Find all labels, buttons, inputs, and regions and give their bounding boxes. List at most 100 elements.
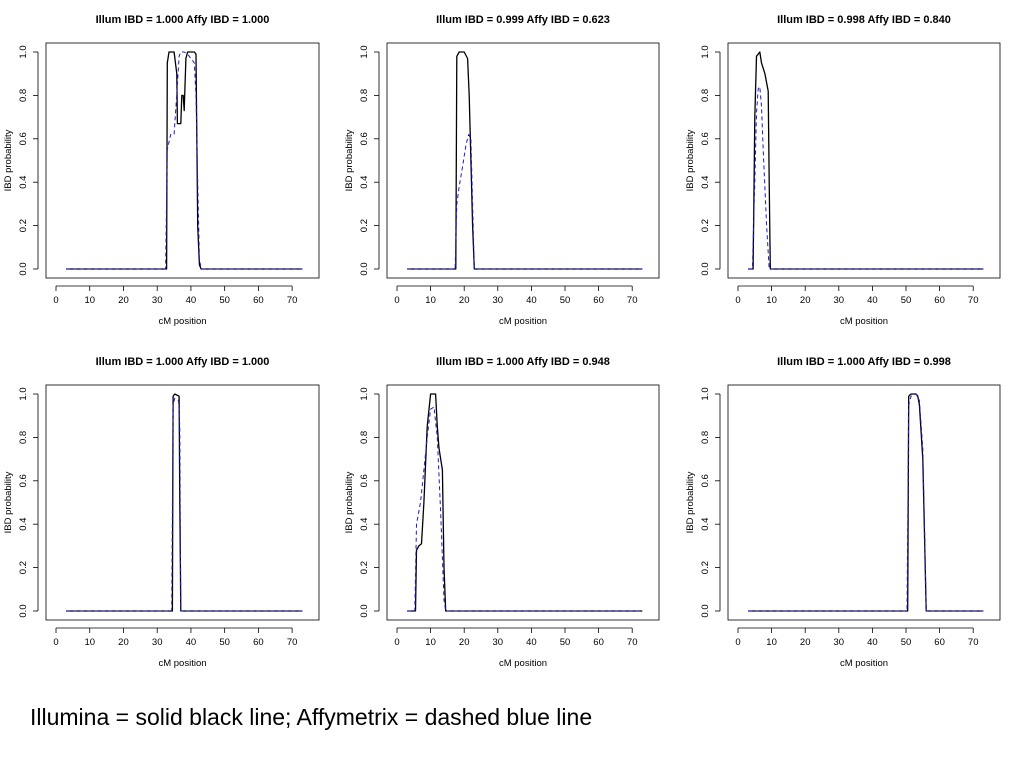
y-tick-label: 0.4	[18, 518, 29, 531]
x-tick-label: 70	[968, 295, 979, 306]
chart-panel-3: Illum IBD = 0.998 Affy IBD = 0.840 0 10 20 3…	[685, 14, 1001, 327]
y-tick-label: 0.8	[18, 89, 29, 102]
x-tick-label: 0	[735, 637, 740, 648]
y-axis-label: IBD probability	[685, 129, 696, 191]
x-tick-label: 20	[800, 637, 811, 648]
y-tick-label: 0.2	[18, 561, 29, 574]
x-tick-label: 10	[766, 295, 777, 306]
y-tick-label: 0.8	[359, 431, 370, 444]
x-tick-label: 50	[219, 637, 230, 648]
x-tick-label: 40	[186, 295, 197, 306]
y-tick-label: 0.4	[359, 176, 370, 189]
x-tick-label: 20	[800, 295, 811, 306]
chart-title: Illum IBD = 1.000 Affy IBD = 0.998	[777, 356, 951, 368]
chart-panel-1: Illum IBD = 1.000 Affy IBD = 1.000 0 10 20 3…	[3, 14, 320, 327]
affymetrix-dashed-line	[748, 393, 984, 612]
x-tick-label: 0	[735, 295, 740, 306]
x-tick-label: 50	[219, 295, 230, 306]
y-axis-label: IBD probability	[344, 129, 355, 191]
y-axis-label: IBD probability	[344, 471, 355, 533]
x-tick-label: 40	[526, 637, 537, 648]
plot-frame	[727, 384, 1001, 621]
plot-frame	[386, 42, 660, 279]
y-tick-label: 0.0	[700, 262, 711, 275]
x-tick-label: 40	[867, 637, 878, 648]
y-tick-label: 1.0	[18, 387, 29, 400]
affymetrix-dashed-line	[66, 51, 303, 270]
affymetrix-dashed-line	[748, 86, 984, 270]
plot-frame	[727, 42, 1001, 279]
x-axis-label: cM position	[158, 658, 206, 669]
y-tick-label: 1.0	[359, 45, 370, 58]
x-tick-label: 10	[84, 637, 95, 648]
illumina-solid-line	[66, 51, 303, 270]
y-tick-label: 0.0	[18, 604, 29, 617]
y-tick-label: 1.0	[18, 45, 29, 58]
x-tick-label: 40	[526, 295, 537, 306]
ibd-figure: Illum IBD = 1.000 Affy IBD = 1.000 0 10 20 3…	[3, 14, 1001, 669]
chart-title: Illum IBD = 1.000 Affy IBD = 0.948	[436, 356, 610, 368]
x-tick-label: 50	[901, 295, 912, 306]
affymetrix-dashed-line	[407, 134, 643, 270]
affymetrix-dashed-line	[66, 397, 303, 612]
x-tick-label: 20	[118, 295, 129, 306]
y-tick-label: 0.0	[700, 604, 711, 617]
y-tick-label: 0.0	[359, 604, 370, 617]
y-tick-label: 0.0	[359, 262, 370, 275]
y-axis-label: IBD probability	[685, 471, 696, 533]
y-tick-label: 0.6	[700, 132, 711, 145]
y-tick-label: 0.6	[18, 132, 29, 145]
x-tick-label: 60	[934, 637, 945, 648]
x-tick-label: 30	[152, 295, 163, 306]
x-tick-label: 50	[560, 637, 571, 648]
x-tick-label: 10	[766, 637, 777, 648]
y-tick-label: 0.6	[359, 474, 370, 487]
chart-panel-5: Illum IBD = 1.000 Affy IBD = 0.948 0 10 20 3…	[344, 356, 660, 669]
y-tick-label: 0.6	[700, 474, 711, 487]
x-tick-label: 60	[593, 637, 604, 648]
x-tick-label: 0	[394, 637, 399, 648]
figure-caption: Illumina = solid black line; Affymetrix …	[30, 704, 593, 730]
chart-title: Illum IBD = 1.000 Affy IBD = 1.000	[96, 356, 270, 368]
x-tick-label: 20	[118, 637, 129, 648]
x-axis-label: cM position	[158, 316, 206, 327]
x-tick-label: 10	[425, 295, 436, 306]
y-tick-label: 1.0	[700, 45, 711, 58]
y-tick-label: 0.8	[18, 431, 29, 444]
affymetrix-dashed-line	[407, 406, 643, 612]
x-tick-label: 70	[627, 637, 638, 648]
y-tick-label: 0.2	[700, 561, 711, 574]
y-tick-label: 0.4	[700, 176, 711, 189]
illumina-solid-line	[748, 51, 984, 270]
x-tick-label: 70	[287, 637, 298, 648]
chart-panel-4: Illum IBD = 1.000 Affy IBD = 1.000 0 10 20 3…	[3, 356, 320, 669]
illumina-solid-line	[66, 393, 303, 612]
chart-panel-2: Illum IBD = 0.999 Affy IBD = 0.623 0 10 20 3…	[344, 14, 660, 327]
illumina-solid-line	[407, 51, 643, 270]
x-tick-label: 60	[593, 295, 604, 306]
x-tick-label: 30	[834, 295, 845, 306]
illumina-solid-line	[407, 393, 643, 612]
chart-title: Illum IBD = 0.998 Affy IBD = 0.840	[777, 14, 951, 26]
y-tick-label: 0.8	[700, 431, 711, 444]
x-axis-label: cM position	[499, 658, 547, 669]
x-tick-label: 70	[287, 295, 298, 306]
y-tick-label: 0.8	[700, 89, 711, 102]
illumina-solid-line	[748, 393, 984, 612]
y-tick-label: 1.0	[359, 387, 370, 400]
x-tick-label: 10	[425, 637, 436, 648]
y-axis-label: IBD probability	[3, 471, 14, 533]
y-tick-label: 0.4	[700, 518, 711, 531]
x-tick-label: 20	[459, 637, 470, 648]
x-tick-label: 40	[186, 637, 197, 648]
x-tick-label: 30	[152, 637, 163, 648]
chart-title: Illum IBD = 0.999 Affy IBD = 0.623	[436, 14, 610, 26]
y-axis-label: IBD probability	[3, 129, 14, 191]
plot-frame	[45, 42, 320, 279]
y-tick-label: 0.0	[18, 262, 29, 275]
x-tick-label: 40	[867, 295, 878, 306]
y-tick-label: 1.0	[700, 387, 711, 400]
x-tick-label: 30	[834, 637, 845, 648]
plot-frame	[45, 384, 320, 621]
x-tick-label: 60	[253, 295, 264, 306]
